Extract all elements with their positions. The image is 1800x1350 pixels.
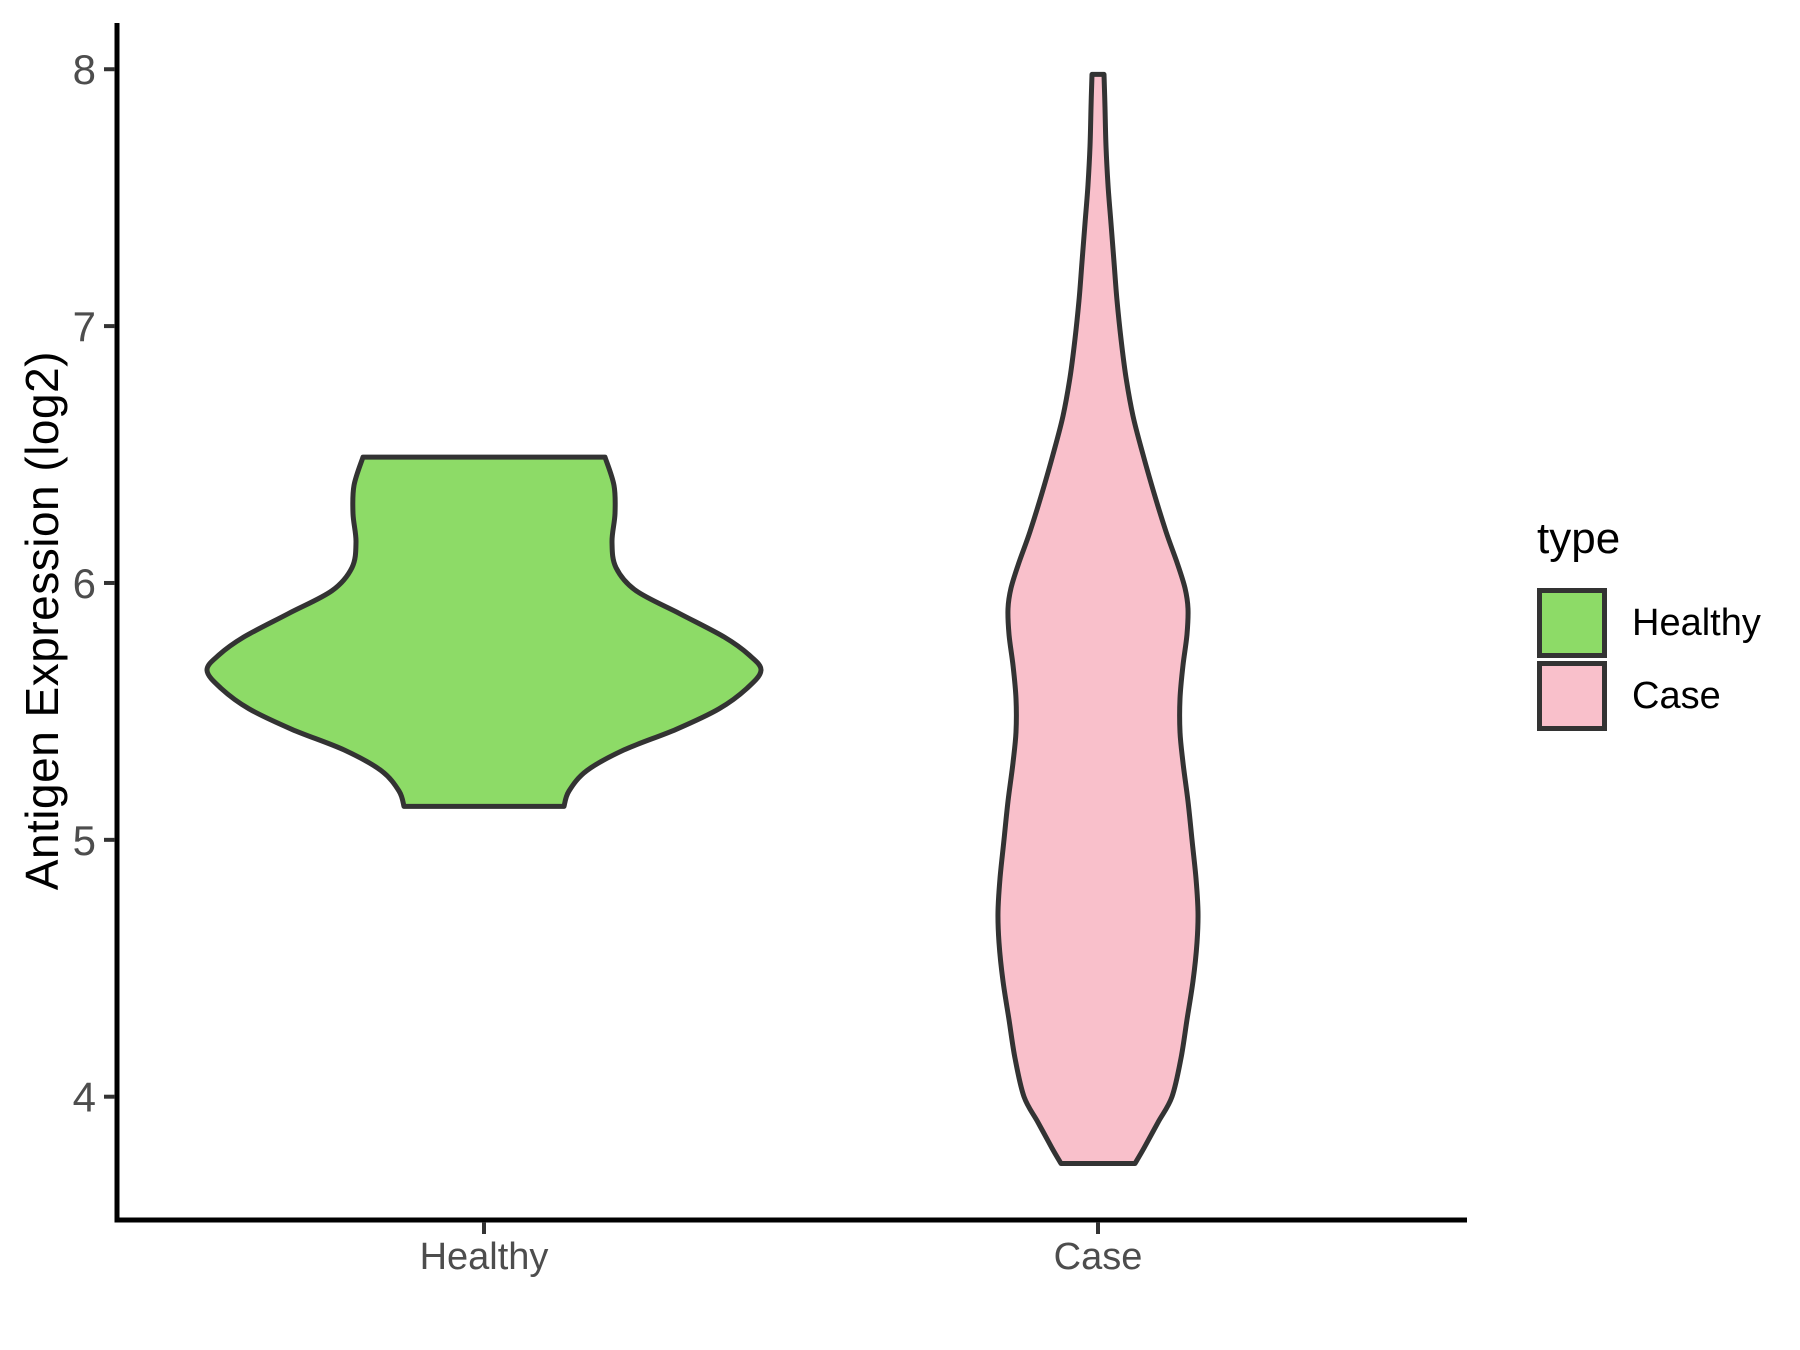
violin-healthy [204,454,764,809]
legend-label-case: Case [1632,675,1721,717]
legend-title: type [1537,514,1621,563]
legend: type Healthy Case [1537,514,1797,734]
legend-item-case: Case [1537,661,1797,731]
y-tick-label: 6 [73,560,96,607]
x-tick-label-healthy: Healthy [419,1236,549,1278]
y-tick-label: 5 [73,817,96,864]
x-tick-label-case: Case [1053,1236,1143,1278]
legend-key-case-swatch [1537,661,1607,731]
y-tick-label: 4 [73,1074,96,1121]
y-axis-title-wrap: Antigen Expression (log2) [12,0,72,1242]
y-axis-title: Antigen Expression (log2) [16,351,68,891]
y-tick-label: 7 [73,303,96,350]
violin-case [995,71,1201,1166]
y-tick-label: 8 [73,46,96,93]
legend-key-healthy-swatch [1537,588,1607,658]
legend-label-healthy: Healthy [1632,602,1761,644]
legend-item-healthy: Healthy [1537,588,1797,658]
